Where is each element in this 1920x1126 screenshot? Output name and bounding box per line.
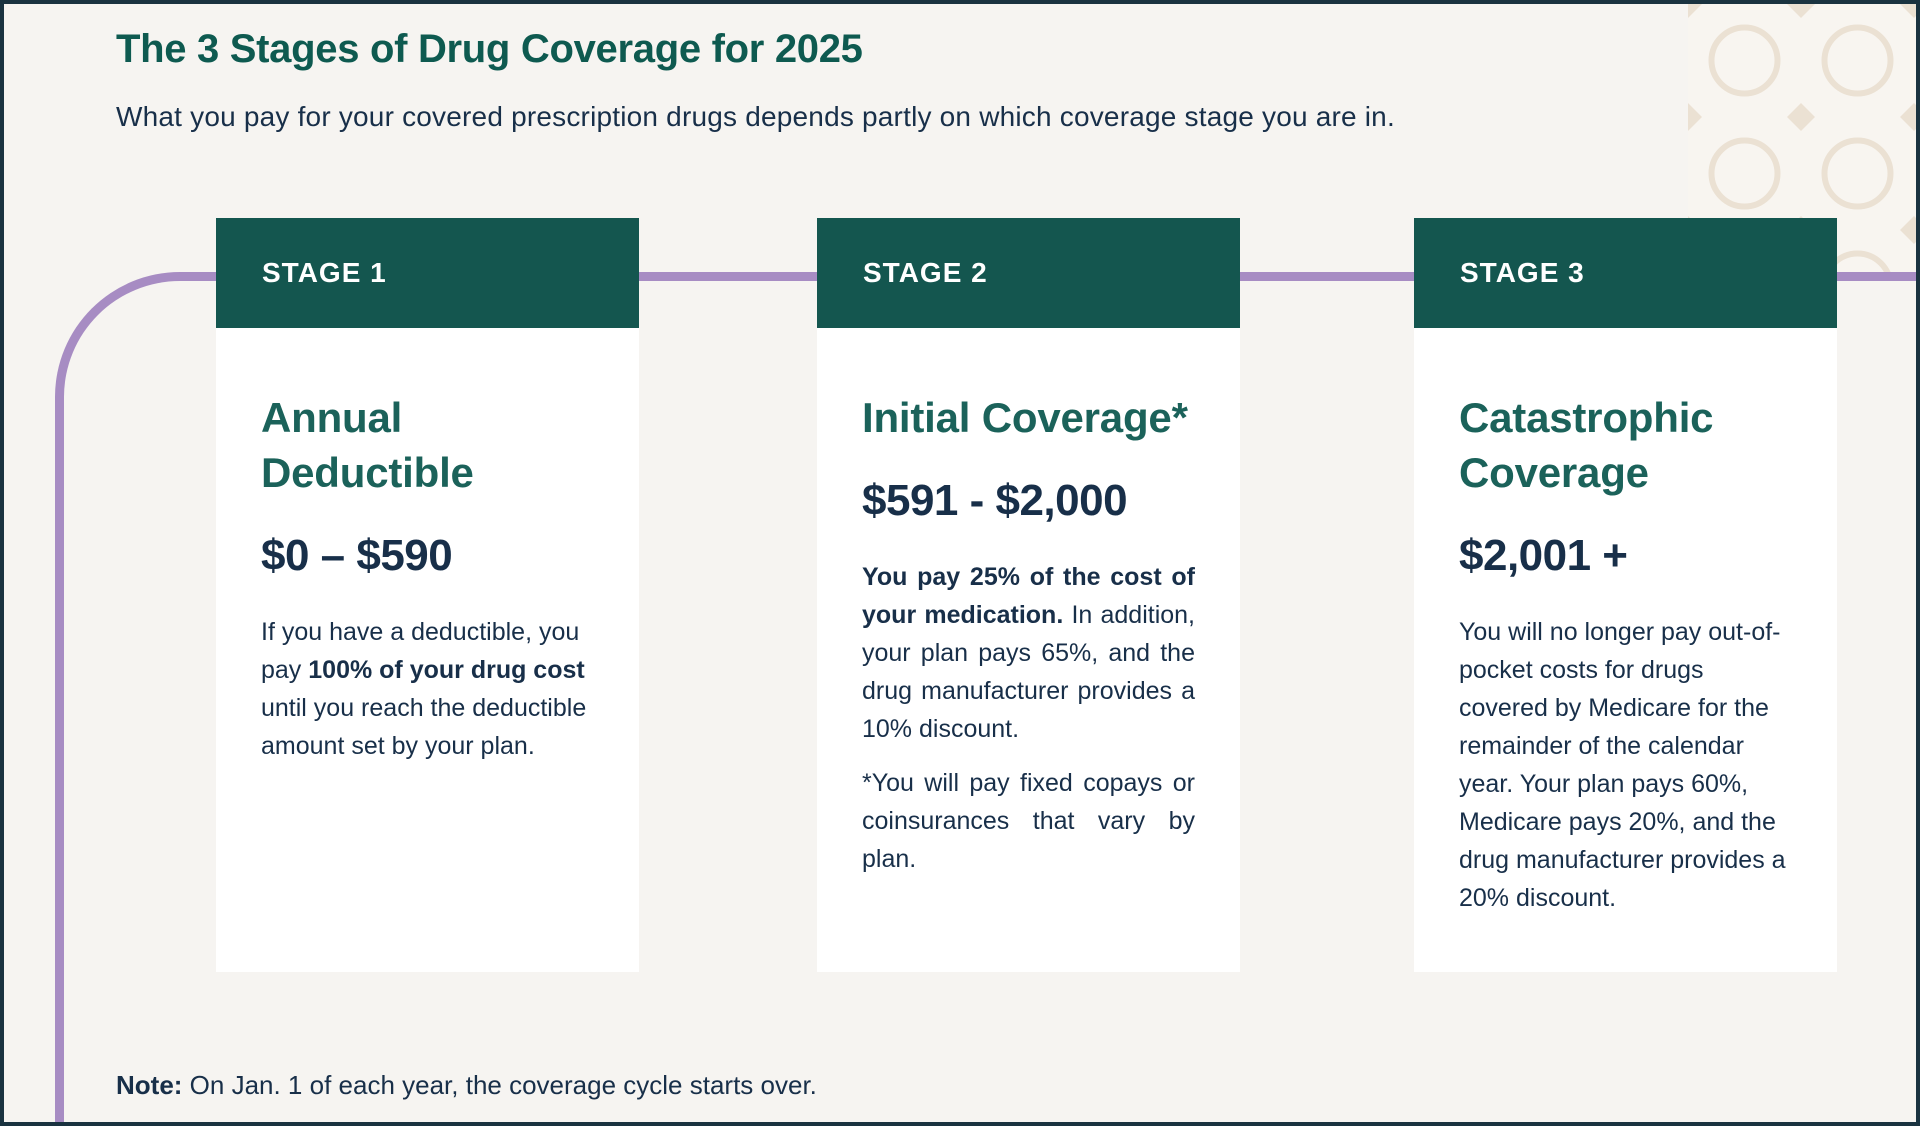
stage-1-text-bold: 100% of your drug cost <box>308 656 585 684</box>
stage-1-card: STAGE 1 Annual Deductible $0 – $590 If y… <box>216 218 639 972</box>
stage-1-card-body: Annual Deductible $0 – $590 If you have … <box>216 390 639 795</box>
stage-1-text-post: until you reach the deductible amount se… <box>261 694 587 760</box>
page-subtitle: What you pay for your covered prescripti… <box>116 101 1395 132</box>
stage-3-text: You will no longer pay out-of-pocket cos… <box>1459 618 1786 912</box>
stage-1-cost-range: $0 – $590 <box>261 531 453 580</box>
stage-2-description: You pay 25% of the cost of your medicati… <box>862 558 1195 748</box>
stage-2-footnote-text: *You will pay fixed copays or coinsuranc… <box>862 769 1195 873</box>
stage-1-heading: Annual Deductible <box>261 394 474 496</box>
stage-2-footnote: *You will pay fixed copays or coinsuranc… <box>862 764 1195 878</box>
stage-1-badge: STAGE 1 <box>216 218 639 328</box>
stage-2-heading: Initial Coverage* <box>862 394 1188 441</box>
stage-3-description: You will no longer pay out-of-pocket cos… <box>1459 613 1792 917</box>
footnote-label: Note: <box>116 1070 183 1100</box>
stage-2-text-bold: You pay 25% of the cost of your medicati… <box>862 563 1195 629</box>
stage-1-text-pre: If you have a deductible, you pay <box>261 618 580 684</box>
stage-1-description: If you have a deductible, you pay 100% o… <box>261 613 594 765</box>
stage-2-card-body: Initial Coverage* $591 - $2,000 You pay … <box>817 390 1240 908</box>
stage-3-heading: Catastrophic Coverage <box>1459 394 1714 496</box>
footnote: Note: On Jan. 1 of each year, the covera… <box>116 1068 817 1102</box>
stage-3-cost-range: $2,001 + <box>1459 531 1628 580</box>
stage-3-badge: STAGE 3 <box>1414 218 1837 328</box>
stage-3-card: STAGE 3 Catastrophic Coverage $2,001 + Y… <box>1414 218 1837 972</box>
stage-3-card-body: Catastrophic Coverage $2,001 + You will … <box>1414 390 1837 947</box>
stage-2-text-post: In addition, your plan pays 65%, and the… <box>862 601 1195 743</box>
stage-2-badge: STAGE 2 <box>817 218 1240 328</box>
stage-2-card: STAGE 2 Initial Coverage* $591 - $2,000 … <box>817 218 1240 972</box>
page-title: The 3 Stages of Drug Coverage for 2025 <box>116 27 863 71</box>
footnote-text: On Jan. 1 of each year, the coverage cyc… <box>182 1070 817 1100</box>
stage-2-cost-range: $591 - $2,000 <box>862 476 1128 525</box>
